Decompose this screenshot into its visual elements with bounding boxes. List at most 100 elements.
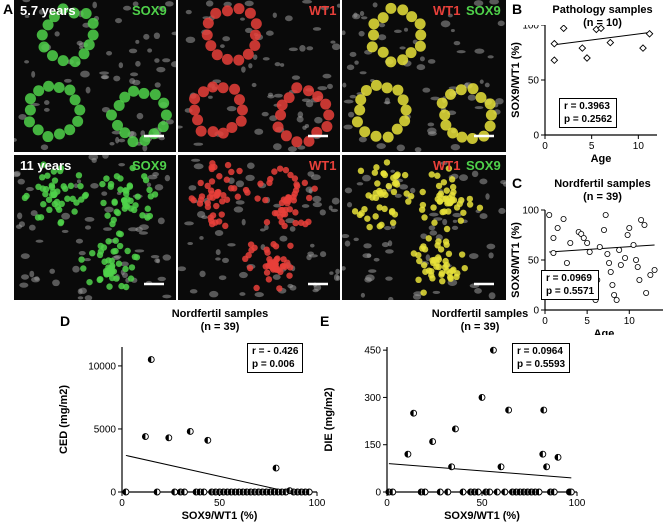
stained-cell — [447, 127, 459, 139]
nucleus — [259, 228, 266, 232]
stained-cell — [217, 82, 229, 94]
nucleus — [385, 249, 394, 254]
chart-c-point — [560, 215, 567, 222]
nucleus — [80, 70, 90, 78]
nucleus — [473, 0, 484, 7]
chart-d-point — [204, 436, 212, 444]
stained-cell — [107, 270, 114, 277]
stained-cell — [420, 261, 428, 269]
nucleus — [362, 174, 371, 182]
nucleus — [19, 282, 29, 288]
nucleus — [427, 122, 435, 127]
stained-cell — [405, 47, 417, 59]
stained-cell — [467, 83, 479, 95]
nucleus — [215, 257, 221, 261]
nucleus — [241, 66, 246, 73]
chart-e-y-axis-label: DIE (mg/m2) — [323, 387, 335, 452]
nucleus — [140, 130, 146, 137]
stained-cell — [224, 161, 232, 169]
stained-cell — [206, 194, 214, 201]
chart-d-y-tick-label: 10000 — [88, 361, 116, 372]
chart-c-point — [550, 235, 557, 242]
chart-d-point — [305, 488, 313, 496]
stained-cell — [445, 250, 453, 258]
nucleus — [365, 274, 375, 282]
nucleus — [15, 224, 23, 229]
nucleus — [165, 1, 174, 7]
chart-c-point — [624, 232, 631, 239]
chart-d-stats: r = - 0.426 p = 0.006 — [247, 343, 304, 373]
stained-cell — [121, 205, 128, 212]
nucleus — [273, 203, 282, 208]
nucleus — [138, 231, 149, 235]
nucleus — [488, 252, 494, 259]
nucleus — [40, 144, 49, 151]
nucleus — [451, 225, 459, 231]
chart-c-y-tick-label: 0 — [533, 306, 539, 317]
stained-cell — [67, 182, 75, 190]
chart-e-y-tick-label: 0 — [375, 488, 381, 499]
stained-cell — [112, 237, 119, 244]
nucleus — [239, 292, 246, 296]
nucleus — [136, 112, 144, 120]
chart-b-point — [550, 56, 559, 65]
stained-cell — [435, 182, 443, 190]
nucleus — [24, 14, 30, 18]
stained-cell — [437, 190, 445, 198]
stained-cell — [111, 198, 118, 205]
stained-cell — [234, 193, 242, 200]
stained-cell — [466, 201, 474, 208]
chart-e-y-tick-label: 300 — [364, 393, 381, 404]
stained-cell — [231, 185, 238, 192]
stained-cell — [415, 251, 422, 259]
nucleus — [162, 254, 172, 261]
chart-c-point — [601, 226, 608, 233]
stained-cell — [422, 268, 429, 275]
stained-cell — [311, 185, 318, 192]
nucleus — [335, 268, 340, 275]
stained-cell — [442, 257, 449, 265]
micrograph-r1-merge — [342, 0, 506, 152]
nucleus — [503, 181, 506, 187]
nucleus — [21, 274, 29, 280]
chart-c-point — [626, 224, 633, 231]
stained-cell — [439, 109, 451, 121]
stained-cell — [128, 85, 140, 97]
stained-cell — [221, 53, 233, 65]
stained-cell — [210, 7, 222, 19]
stained-cell — [286, 272, 293, 279]
chart-c-y-axis-label: SOX9/WT1 (%) — [510, 222, 522, 298]
nucleus — [353, 12, 358, 18]
nucleus — [468, 253, 479, 260]
nucleus — [384, 97, 390, 105]
nucleus — [132, 79, 141, 86]
stained-cell — [207, 187, 215, 194]
chart-e-point — [404, 450, 412, 458]
chart-e-point — [505, 406, 513, 414]
chart-b-subtitle: (n = 10) — [583, 17, 622, 29]
chart-b-x-tick-label: 10 — [633, 141, 645, 152]
stained-cell — [382, 131, 394, 143]
stained-cell — [394, 171, 401, 178]
nucleus — [489, 0, 499, 5]
stained-cell — [197, 179, 204, 187]
nucleus — [358, 136, 367, 143]
stained-cell — [146, 186, 153, 194]
nucleus — [142, 144, 148, 152]
nucleus — [77, 296, 84, 300]
stained-cell — [116, 242, 124, 250]
chart-e-p-value: p = 0.5593 — [517, 359, 566, 370]
stained-cell — [303, 135, 315, 147]
stained-cell — [414, 18, 426, 30]
nucleus — [102, 155, 109, 159]
stained-cell — [228, 168, 235, 176]
chart-c-r-value: r = 0.0969 — [546, 273, 592, 284]
nucleus — [274, 93, 283, 98]
chart-d-title: Nordfertil samples — [171, 308, 269, 320]
stained-cell — [211, 49, 223, 61]
stained-cell — [38, 174, 46, 181]
stained-cell — [293, 182, 301, 190]
stained-cell — [266, 179, 273, 187]
stained-cell — [439, 208, 446, 216]
nucleus — [77, 288, 83, 295]
